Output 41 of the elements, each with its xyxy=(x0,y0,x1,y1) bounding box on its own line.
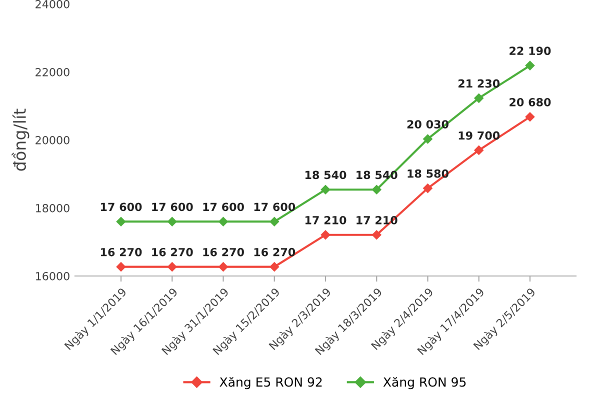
data-label: 17 600 xyxy=(152,202,193,212)
point xyxy=(168,262,177,272)
point xyxy=(168,216,177,226)
point xyxy=(218,216,228,226)
data-label: 21 230 xyxy=(458,79,500,88)
point xyxy=(320,230,330,240)
point xyxy=(474,94,484,103)
data-label: 16 270 xyxy=(152,248,193,256)
data-label: 18 540 xyxy=(305,170,346,180)
data-label: 22 190 xyxy=(510,46,551,56)
point xyxy=(525,112,535,122)
point xyxy=(423,184,432,193)
data-label: 16 270 xyxy=(101,248,142,256)
point xyxy=(270,216,279,226)
y-tick-label: 20000 xyxy=(36,136,70,144)
data-label: 17 600 xyxy=(203,202,244,212)
y-tick-label: 18000 xyxy=(36,204,70,212)
legend-label: Xăng E5 RON 92 xyxy=(220,377,322,390)
data-label: 17 600 xyxy=(101,202,142,212)
point xyxy=(270,262,279,272)
point xyxy=(372,185,382,194)
y-axis-title: đồng/lít xyxy=(12,108,30,171)
data-label: 17 600 xyxy=(254,202,296,212)
point xyxy=(474,146,484,155)
data-label: 16 270 xyxy=(254,248,296,256)
point xyxy=(372,230,382,240)
legend-label: Xăng RON 95 xyxy=(383,377,466,390)
data-label: 16 270 xyxy=(203,248,244,256)
point xyxy=(116,216,126,226)
data-label: 17 210 xyxy=(305,216,346,224)
y-tick-label: 16000 xyxy=(36,272,70,280)
y-tick-label: 22000 xyxy=(36,68,70,76)
point xyxy=(320,185,330,194)
point xyxy=(525,60,535,70)
point xyxy=(423,134,432,144)
point xyxy=(218,262,228,272)
data-label: 20 680 xyxy=(510,98,551,106)
point xyxy=(116,262,126,272)
data-label: 18 580 xyxy=(408,169,448,178)
y-tick-label: 24000 xyxy=(36,0,70,8)
data-label: 19 700 xyxy=(458,131,500,140)
